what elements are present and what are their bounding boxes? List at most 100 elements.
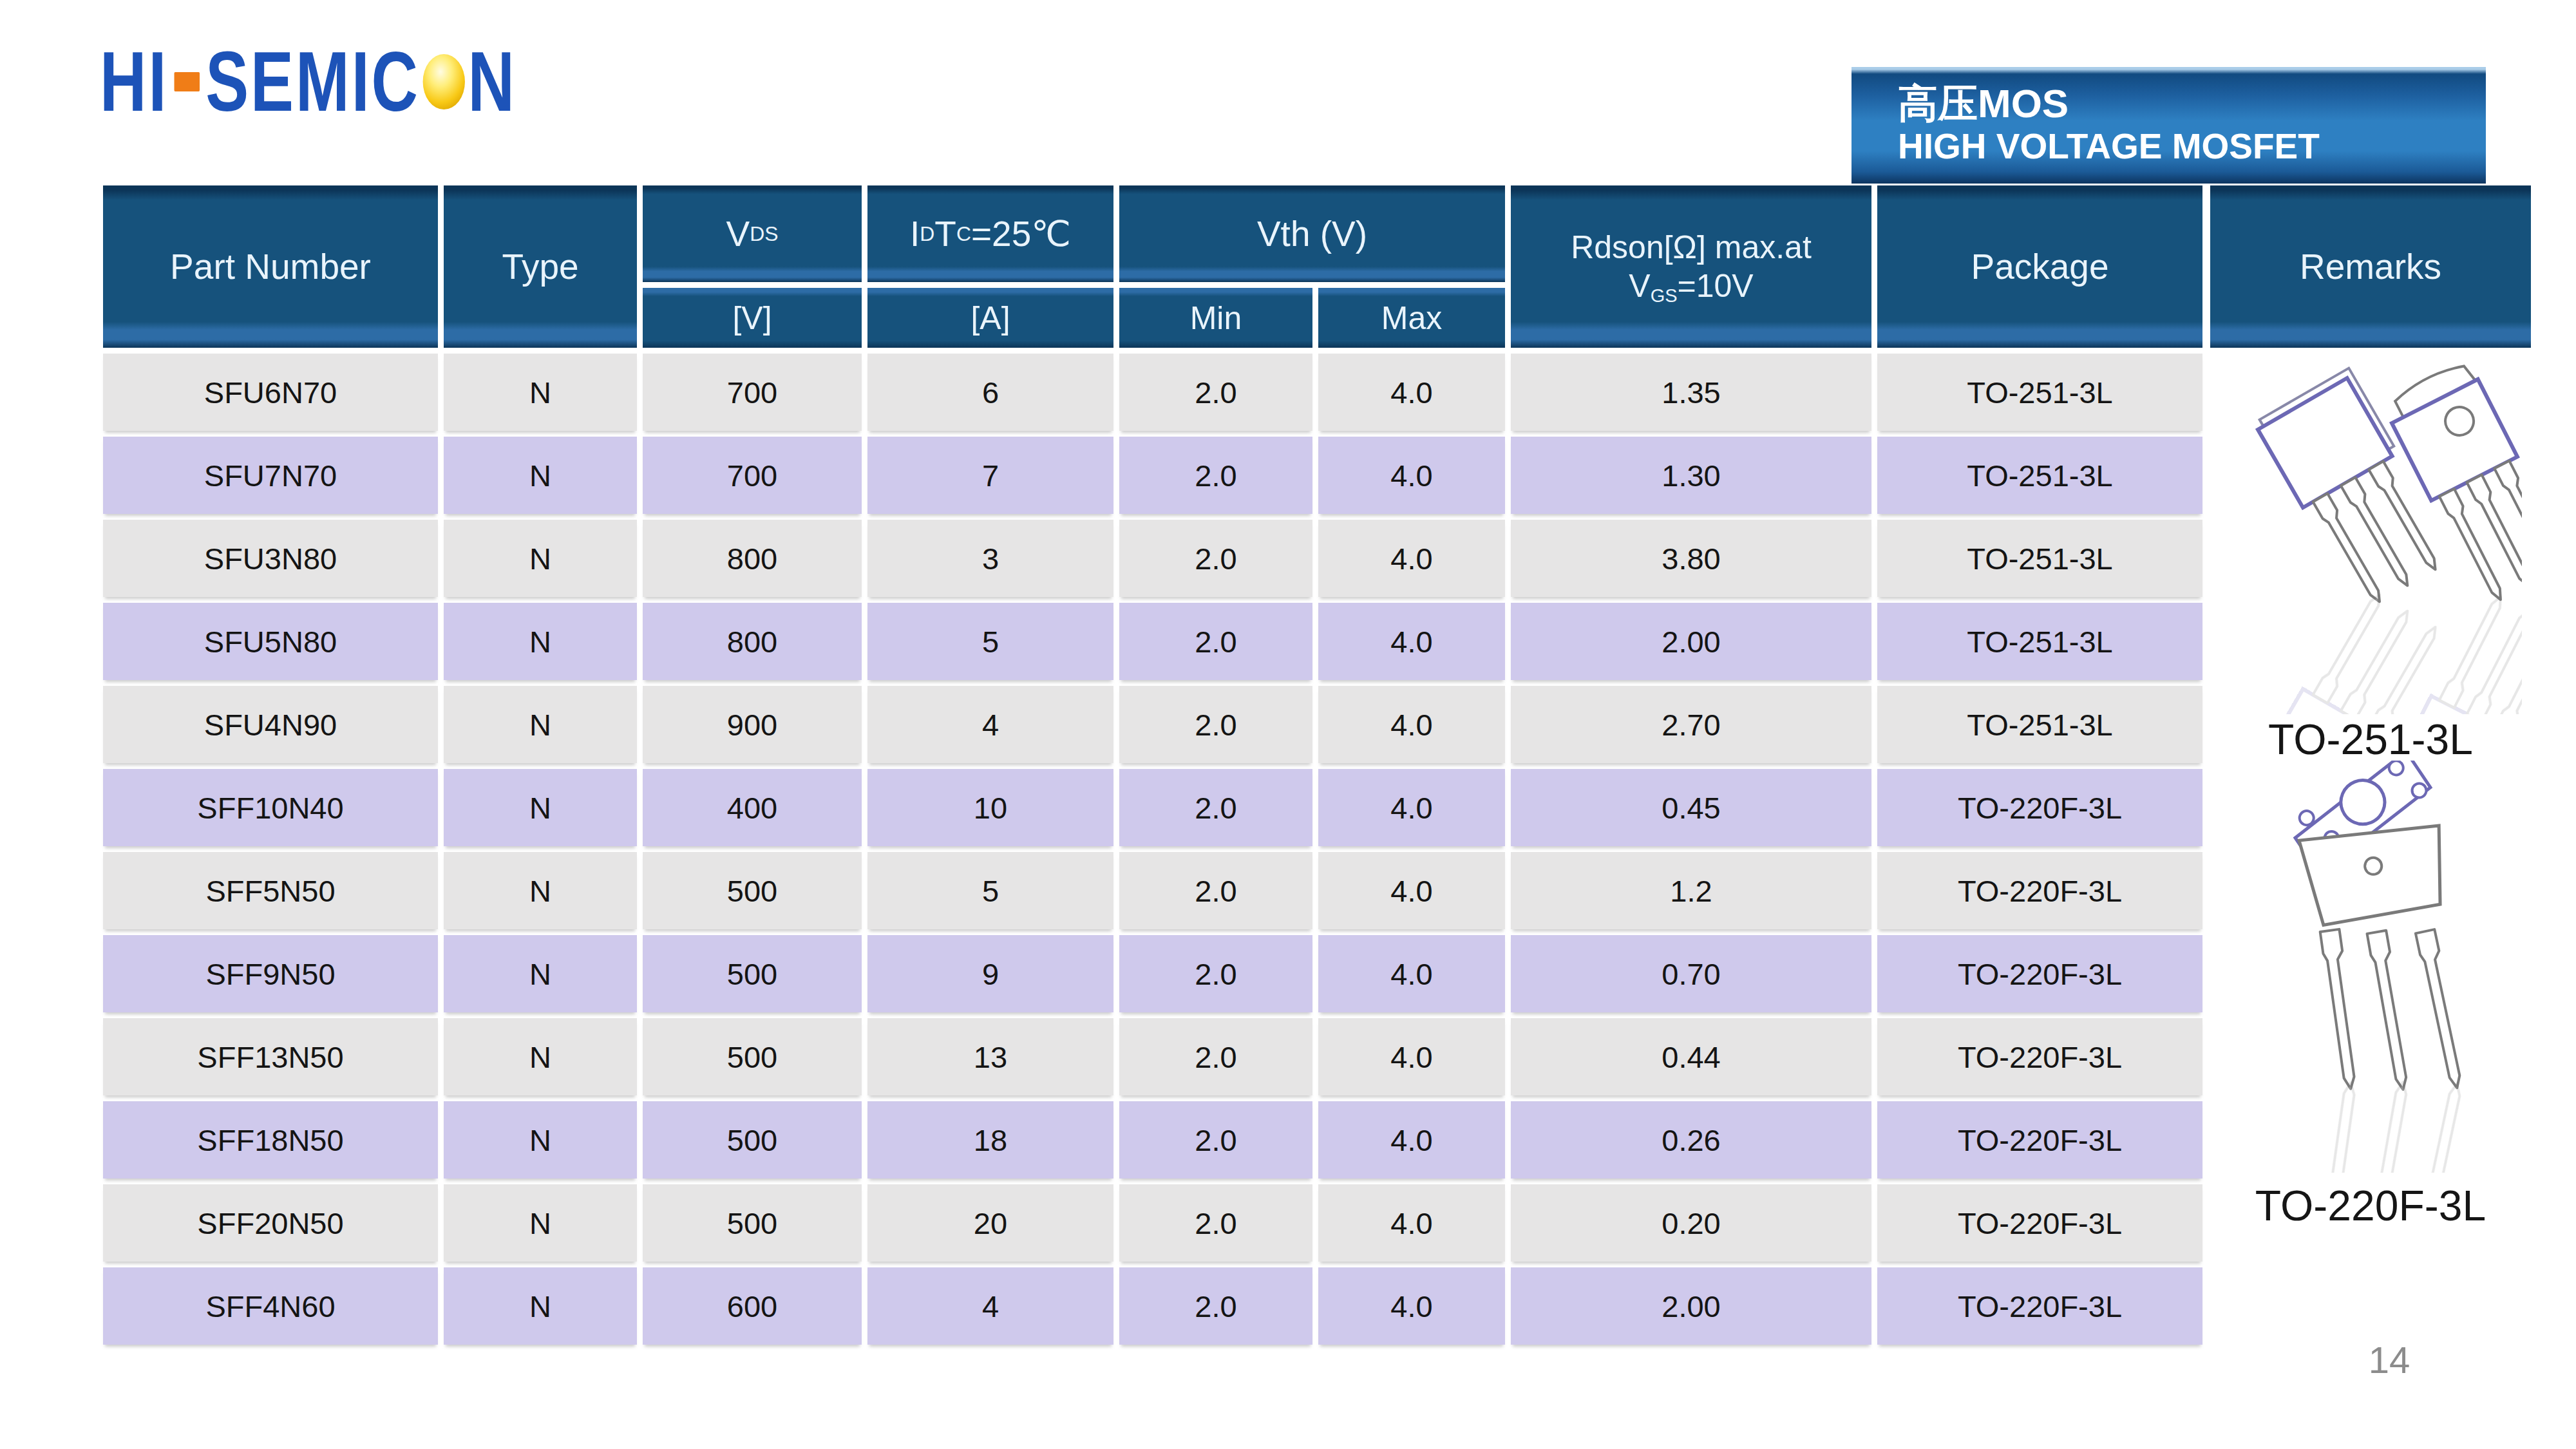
remarks-column: Remarks (2210, 185, 2531, 348)
cell-vth-min: 2.0 (1119, 354, 1312, 431)
column-header-vds: VDS (643, 185, 862, 282)
cell-vth-max: 4.0 (1318, 935, 1505, 1012)
cell-rdson: 2.00 (1511, 603, 1871, 680)
cell-vth-min: 2.0 (1119, 935, 1312, 1012)
cell-vds: 400 (643, 769, 862, 846)
cell-package: TO-251-3L (1877, 437, 2202, 514)
cell-type: N (444, 1101, 637, 1179)
cell-id: 5 (867, 603, 1113, 680)
cell-id: 5 (867, 852, 1113, 929)
logo-text-semic: SEMIC (205, 39, 420, 124)
cell-rdson: 0.45 (1511, 769, 1871, 846)
logo-gold-ball-icon (423, 54, 465, 109)
cell-package: TO-220F-3L (1877, 852, 2202, 929)
cell-part-number: SFF5N50 (103, 852, 438, 929)
cell-part-number: SFF4N60 (103, 1267, 438, 1345)
cell-vth-min: 2.0 (1119, 1184, 1312, 1262)
cell-part-number: SFU4N90 (103, 686, 438, 763)
cell-package: TO-220F-3L (1877, 1184, 2202, 1262)
rdson-header-line1: Rdson[Ω] max.at (1571, 228, 1812, 267)
page-number: 14 (2351, 1338, 2428, 1381)
logo-text-hi: HI (100, 39, 168, 124)
cell-package: TO-220F-3L (1877, 935, 2202, 1012)
cell-type: N (444, 769, 637, 846)
cell-vth-max: 4.0 (1318, 1184, 1505, 1262)
cell-part-number: SFF13N50 (103, 1018, 438, 1095)
cell-rdson: 2.70 (1511, 686, 1871, 763)
cell-vth-max: 4.0 (1318, 1101, 1505, 1179)
column-header-id: ID TC=25℃ (867, 185, 1113, 282)
cell-vth-max: 4.0 (1318, 437, 1505, 514)
column-header-package: Package (1877, 185, 2202, 348)
cell-rdson: 0.20 (1511, 1184, 1871, 1262)
cell-part-number: SFF20N50 (103, 1184, 438, 1262)
column-header-rdson: Rdson[Ω] max.at VGS=10V (1511, 185, 1871, 348)
remarks-body: TO-251-3L (2210, 354, 2531, 1345)
cell-package: TO-251-3L (1877, 686, 2202, 763)
cell-vth-max: 4.0 (1318, 354, 1505, 431)
to-251-3l-package-image (2219, 354, 2522, 714)
cell-vth-min: 2.0 (1119, 603, 1312, 680)
cell-type: N (444, 935, 637, 1012)
unit-header-volts: [V] (643, 288, 862, 348)
unit-header-amps: [A] (867, 288, 1113, 348)
cell-vth-max: 4.0 (1318, 686, 1505, 763)
cell-part-number: SFU6N70 (103, 354, 438, 431)
logo-text-n: N (468, 39, 516, 124)
cell-vth-max: 4.0 (1318, 1018, 1505, 1095)
category-badge: 高压MOS HIGH VOLTAGE MOSFET (1852, 67, 2486, 184)
cell-rdson: 1.30 (1511, 437, 1871, 514)
column-header-remarks: Remarks (2210, 185, 2531, 348)
cell-package: TO-220F-3L (1877, 769, 2202, 846)
cell-type: N (444, 852, 637, 929)
cell-type: N (444, 603, 637, 680)
cell-id: 6 (867, 354, 1113, 431)
cell-vth-max: 4.0 (1318, 520, 1505, 597)
cell-vds: 800 (643, 520, 862, 597)
cell-package: TO-220F-3L (1877, 1267, 2202, 1345)
cell-vds: 500 (643, 935, 862, 1012)
cell-vds: 800 (643, 603, 862, 680)
cell-vth-max: 4.0 (1318, 852, 1505, 929)
cell-type: N (444, 686, 637, 763)
package-label-to-251-3l: TO-251-3L (2268, 718, 2473, 761)
column-header-type: Type (444, 185, 637, 348)
cell-vds: 500 (643, 852, 862, 929)
badge-title-cn: 高压MOS (1898, 81, 2486, 126)
cell-vds: 500 (643, 1018, 862, 1095)
cell-type: N (444, 1018, 637, 1095)
spec-table: Part Number Type VDS ID TC=25℃ Vth (V) R… (103, 185, 2202, 1345)
cell-part-number: SFU5N80 (103, 603, 438, 680)
cell-rdson: 0.44 (1511, 1018, 1871, 1095)
cell-id: 18 (867, 1101, 1113, 1179)
cell-id: 3 (867, 520, 1113, 597)
cell-id: 4 (867, 686, 1113, 763)
cell-type: N (444, 520, 637, 597)
cell-id: 20 (867, 1184, 1113, 1262)
cell-type: N (444, 437, 637, 514)
logo-dash-icon (175, 72, 200, 91)
cell-rdson: 1.2 (1511, 852, 1871, 929)
cell-id: 7 (867, 437, 1113, 514)
cell-part-number: SFF10N40 (103, 769, 438, 846)
cell-vth-min: 2.0 (1119, 1018, 1312, 1095)
cell-vth-max: 4.0 (1318, 603, 1505, 680)
cell-vds: 700 (643, 354, 862, 431)
package-label-to-220f-3l: TO-220F-3L (2255, 1184, 2486, 1227)
cell-vds: 600 (643, 1267, 862, 1345)
cell-vth-min: 2.0 (1119, 686, 1312, 763)
cell-package: TO-251-3L (1877, 354, 2202, 431)
cell-vth-min: 2.0 (1119, 852, 1312, 929)
cell-id: 4 (867, 1267, 1113, 1345)
cell-rdson: 1.35 (1511, 354, 1871, 431)
cell-vds: 700 (643, 437, 862, 514)
cell-package: TO-251-3L (1877, 520, 2202, 597)
cell-rdson: 0.70 (1511, 935, 1871, 1012)
cell-type: N (444, 1184, 637, 1262)
cell-vth-max: 4.0 (1318, 1267, 1505, 1345)
cell-id: 13 (867, 1018, 1113, 1095)
cell-vds: 500 (643, 1184, 862, 1262)
to-220f-3l-package-image (2219, 761, 2522, 1173)
cell-vth-min: 2.0 (1119, 1101, 1312, 1179)
cell-package: TO-220F-3L (1877, 1018, 2202, 1095)
